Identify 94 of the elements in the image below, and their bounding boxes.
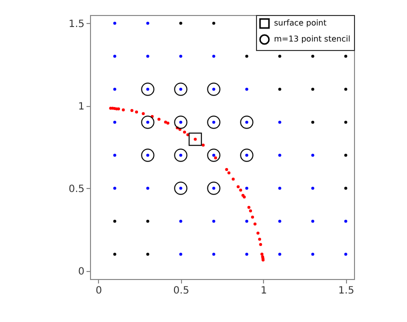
- point: [278, 54, 282, 58]
- point: [166, 122, 170, 125]
- point: [135, 110, 138, 114]
- point: [278, 220, 282, 223]
- point: [311, 186, 314, 190]
- point: [311, 154, 314, 157]
- point: [256, 232, 260, 235]
- point: [188, 132, 202, 146]
- point: [278, 88, 282, 91]
- point: [212, 252, 216, 256]
- x-tick-label: 0: [96, 286, 102, 296]
- point: [245, 252, 248, 256]
- point: [113, 186, 116, 190]
- y-tick-label: 0: [78, 266, 84, 278]
- point: [113, 54, 116, 58]
- x-tick-label: 1.5: [338, 286, 354, 296]
- point: [225, 168, 228, 171]
- point: [259, 243, 262, 246]
- point: [240, 148, 254, 162]
- point: [179, 54, 182, 58]
- point: [245, 54, 248, 58]
- point: [245, 220, 248, 223]
- point: [113, 88, 116, 91]
- point: [212, 22, 216, 25]
- x-tick-label: 0.5: [173, 286, 190, 296]
- point: [258, 238, 262, 241]
- point: [212, 220, 216, 223]
- y-tick-label: 1.5: [68, 18, 84, 30]
- point: [207, 148, 220, 162]
- point: [249, 209, 252, 212]
- point: [344, 252, 348, 256]
- point: [251, 216, 254, 219]
- point: [344, 88, 348, 91]
- y-tick-label: 0.5: [68, 184, 84, 195]
- point: [311, 88, 314, 91]
- point: [146, 220, 150, 223]
- point: [207, 116, 220, 129]
- point: [278, 252, 282, 256]
- point: [212, 54, 216, 58]
- point: [207, 82, 220, 96]
- point: [311, 54, 314, 58]
- point: [142, 112, 145, 116]
- point: [311, 252, 314, 256]
- point: [239, 188, 242, 192]
- point: [344, 220, 348, 223]
- y-tick-label: 1: [78, 101, 84, 112]
- point: [247, 206, 250, 209]
- point: [278, 186, 282, 190]
- point: [344, 154, 348, 157]
- point: [174, 148, 188, 162]
- point: [113, 120, 116, 124]
- point: [141, 116, 154, 129]
- point: [311, 120, 314, 124]
- point: [174, 116, 188, 129]
- legend-label: surface point: [274, 18, 327, 28]
- x-tick-label: 1: [260, 286, 267, 296]
- point: [146, 186, 150, 190]
- point: [344, 120, 348, 124]
- point: [260, 252, 264, 256]
- point: [164, 120, 168, 124]
- point: [254, 222, 256, 226]
- point: [240, 116, 254, 129]
- point: [202, 144, 205, 147]
- point: [344, 186, 348, 190]
- point: [122, 108, 125, 112]
- point: [278, 154, 282, 157]
- point: [207, 182, 220, 195]
- point: [183, 130, 186, 134]
- point: [278, 120, 282, 124]
- point: [245, 186, 248, 190]
- point: [179, 252, 182, 256]
- point: [146, 54, 150, 58]
- point: [141, 82, 154, 96]
- point: [236, 185, 240, 188]
- point: [174, 82, 188, 96]
- point: [245, 88, 248, 91]
- point: [113, 220, 116, 223]
- point: [311, 220, 314, 223]
- point: [146, 252, 150, 256]
- point: [232, 178, 235, 181]
- point: [130, 109, 134, 112]
- point: [113, 252, 116, 256]
- point: [227, 171, 230, 174]
- legend-label: m=13 point stencil: [274, 34, 350, 44]
- point: [113, 22, 116, 25]
- point: [179, 22, 182, 25]
- point: [179, 220, 182, 223]
- point: [174, 182, 188, 195]
- point: [157, 118, 160, 121]
- point: [214, 156, 218, 160]
- point: [344, 54, 348, 58]
- point: [146, 22, 150, 25]
- point: [113, 154, 116, 157]
- point: [141, 148, 154, 162]
